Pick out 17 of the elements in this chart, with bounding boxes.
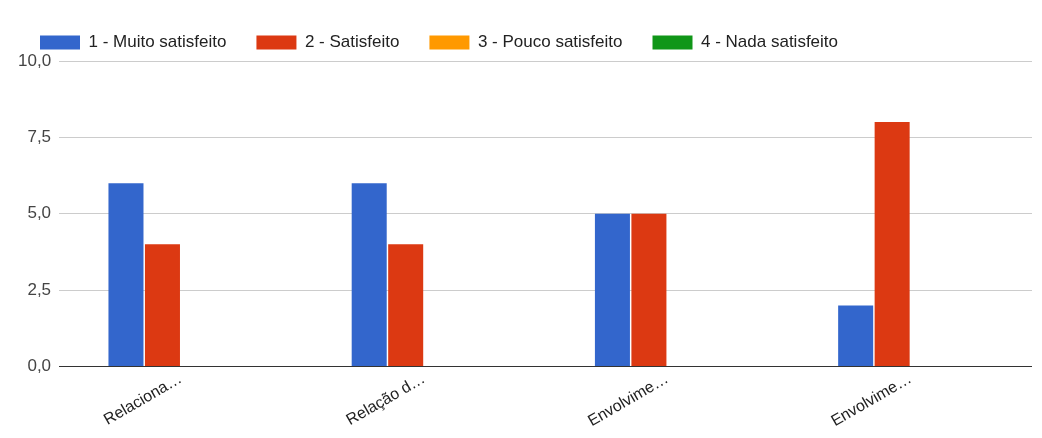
bar [874,122,910,366]
bar [631,213,667,366]
legend-label: 2 - Satisfeito [304,32,400,52]
y-tick-label: 10,0 [17,50,52,70]
y-tick-label: 2,5 [27,279,52,299]
bar [108,183,144,366]
bar [144,244,180,366]
bar [388,244,424,366]
legend-label: 3 - Pouco satisfeito [477,32,623,52]
y-tick-label: 7,5 [27,127,52,147]
bar [351,183,387,366]
y-tick-label: 0,0 [27,356,52,376]
y-tick-label: 5,0 [27,203,52,223]
legend-label: 1 - Muito satisfeito [88,32,227,52]
legend-label: 4 - Nada satisfeito [701,32,839,52]
bar [594,213,630,366]
bar [838,305,874,366]
